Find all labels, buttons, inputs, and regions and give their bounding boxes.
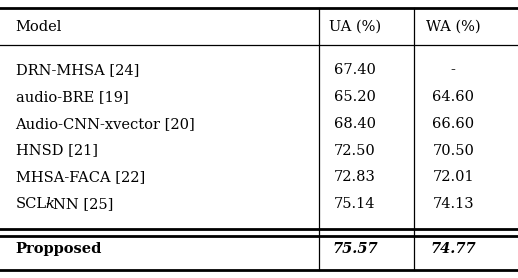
Text: SCL-: SCL-	[16, 197, 51, 211]
Text: Model: Model	[16, 20, 62, 34]
Text: 74.77: 74.77	[430, 242, 476, 256]
Text: NN [25]: NN [25]	[53, 197, 114, 211]
Text: 66.60: 66.60	[432, 117, 474, 131]
Text: MHSA-FACA [22]: MHSA-FACA [22]	[16, 170, 145, 184]
Text: audio-BRE [19]: audio-BRE [19]	[16, 90, 128, 104]
Text: 72.83: 72.83	[334, 170, 376, 184]
Text: 72.50: 72.50	[334, 143, 376, 158]
Text: 65.20: 65.20	[334, 90, 376, 104]
Text: 74.13: 74.13	[433, 197, 474, 211]
Text: k: k	[46, 197, 54, 211]
Text: Propposed: Propposed	[16, 242, 102, 256]
Text: DRN-MHSA [24]: DRN-MHSA [24]	[16, 63, 139, 77]
Text: HNSD [21]: HNSD [21]	[16, 143, 97, 158]
Text: 64.60: 64.60	[432, 90, 474, 104]
Text: 67.40: 67.40	[334, 63, 376, 77]
Text: 75.57: 75.57	[332, 242, 378, 256]
Text: UA (%): UA (%)	[329, 20, 381, 34]
Text: 70.50: 70.50	[433, 143, 474, 158]
Text: 75.14: 75.14	[334, 197, 376, 211]
Text: 72.01: 72.01	[433, 170, 474, 184]
Text: 68.40: 68.40	[334, 117, 376, 131]
Text: Audio-CNN-xvector [20]: Audio-CNN-xvector [20]	[16, 117, 195, 131]
Text: -: -	[451, 63, 456, 77]
Text: WA (%): WA (%)	[426, 20, 481, 34]
